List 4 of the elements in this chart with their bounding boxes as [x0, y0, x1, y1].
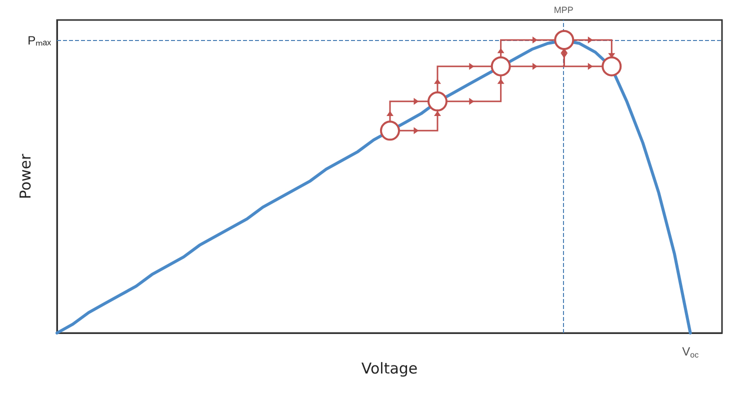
annotation: MPP: [554, 4, 574, 15]
y-axis-title: Power: [16, 152, 34, 200]
ref-line-label: Pₘₐₓ: [28, 33, 52, 48]
x-axis-title: Voltage: [361, 360, 418, 378]
